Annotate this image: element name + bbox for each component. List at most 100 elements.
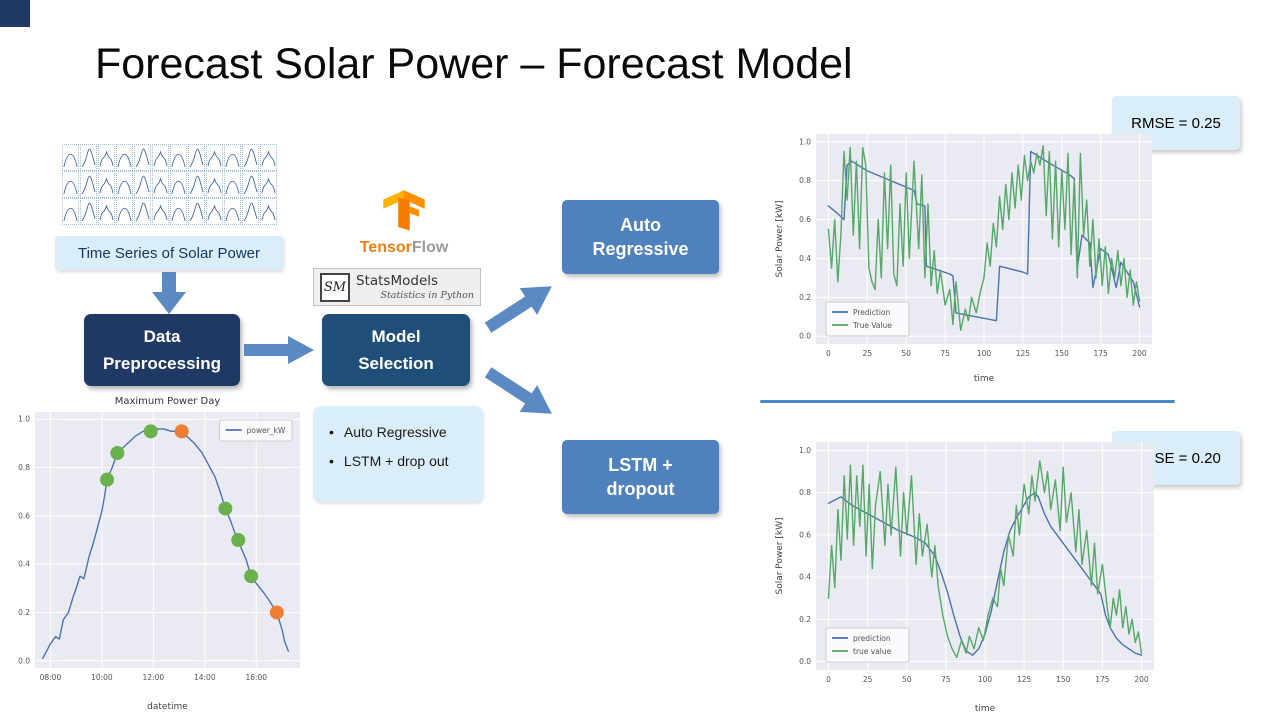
svg-text:0.0: 0.0 xyxy=(799,657,811,666)
svg-text:0.6: 0.6 xyxy=(18,511,30,520)
svg-text:0.8: 0.8 xyxy=(799,488,811,497)
svg-text:0: 0 xyxy=(826,675,831,684)
svg-text:200: 200 xyxy=(1134,675,1149,684)
time-series-thumbnail xyxy=(224,171,241,198)
svg-text:datetime: datetime xyxy=(147,702,188,712)
svg-text:175: 175 xyxy=(1094,349,1109,358)
statsmodels-logo: SM StatsModels Statistics in Python xyxy=(313,268,481,306)
auto-regressive-line2: Regressive xyxy=(592,239,689,259)
statsmodels-name: StatsModels xyxy=(356,273,439,289)
svg-text:0.0: 0.0 xyxy=(799,332,811,341)
svg-text:25: 25 xyxy=(863,675,873,684)
auto-regressive-result-chart: 0 25 50 75 100 125 150 175 200 0.0 0.2 0.4 0.6 0.8 1.0… xyxy=(770,122,1162,391)
time-series-label-box: Time Series of Solar Power xyxy=(55,236,283,270)
auto-regressive-line1: Auto xyxy=(620,214,661,235)
time-series-thumbnail xyxy=(152,171,169,198)
tensorflow-icon xyxy=(383,190,425,231)
time-series-thumbnail xyxy=(80,144,97,171)
lstm-plot: 0 25 50 75 100 125 150 175 200 0.0 0.2 0.4 0.6 0.8 1.0… xyxy=(775,442,1154,714)
time-series-thumbnail xyxy=(62,171,79,198)
time-series-thumbnail xyxy=(152,144,169,171)
svg-text:16:00: 16:00 xyxy=(245,673,267,682)
rmse-auto-regressive-value: RMSE = 0.25 xyxy=(1131,114,1221,132)
lstm-dropout-box: LSTM + dropout xyxy=(562,440,719,514)
data-preprocessing-box: Data Preprocessing xyxy=(84,314,240,386)
time-series-thumbnail xyxy=(242,198,259,225)
time-series-thumbnail xyxy=(170,171,187,198)
svg-text:0.4: 0.4 xyxy=(799,573,811,582)
svg-text:0.8: 0.8 xyxy=(18,463,30,472)
svg-text:08:00: 08:00 xyxy=(40,673,62,682)
time-series-thumbnail xyxy=(116,144,133,171)
time-series-thumbnail xyxy=(224,144,241,171)
note-item: Auto Regressive xyxy=(329,424,483,440)
tensorflow-logo: TensorFlow xyxy=(356,188,452,257)
time-series-thumbnail xyxy=(206,198,223,225)
time-series-thumbnail xyxy=(80,198,97,225)
svg-text:14:00: 14:00 xyxy=(194,673,216,682)
svg-text:1.0: 1.0 xyxy=(18,415,30,424)
svg-text:75: 75 xyxy=(940,349,950,358)
time-series-thumbnail xyxy=(134,198,151,225)
svg-text:50: 50 xyxy=(901,349,911,358)
time-series-thumbnail xyxy=(98,198,115,225)
auto-regressive-plot: 0 25 50 75 100 125 150 175 200 0.0 0.2 0.4 0.6 0.8 1.0… xyxy=(775,134,1152,384)
svg-text:0.2: 0.2 xyxy=(799,293,811,302)
svg-text:25: 25 xyxy=(863,349,873,358)
time-series-thumbnail-grid xyxy=(62,144,277,225)
section-divider xyxy=(760,400,1175,403)
time-series-thumbnail xyxy=(116,198,133,225)
svg-text:175: 175 xyxy=(1095,675,1110,684)
data-preprocessing-line1: Data xyxy=(143,326,181,346)
svg-text:0.8: 0.8 xyxy=(799,176,811,185)
time-series-thumbnail xyxy=(260,198,277,225)
svg-text:50: 50 xyxy=(902,675,912,684)
time-series-thumbnail xyxy=(242,171,259,198)
model-selection-line2: Selection xyxy=(358,354,434,373)
svg-text:100: 100 xyxy=(977,349,992,358)
maximum-power-day-chart: 08:00 10:00 12:00 14:00 16:00 0.0 0.2 0.4 0.6 0.8… xyxy=(5,388,305,719)
time-series-label: Time Series of Solar Power xyxy=(77,244,260,262)
svg-text:150: 150 xyxy=(1055,349,1070,358)
tensorflow-word-tensor: Tensor xyxy=(359,239,412,256)
time-series-thumbnail xyxy=(134,171,151,198)
svg-text:0.2: 0.2 xyxy=(799,615,811,624)
model-notes-box: Auto Regressive LSTM + drop out xyxy=(313,406,483,502)
time-series-thumbnail xyxy=(62,144,79,171)
time-series-thumbnail xyxy=(80,171,97,198)
arrow-down-icon xyxy=(152,272,186,314)
slide-corner-decoration xyxy=(0,0,30,27)
lstm-dropout-line2: dropout xyxy=(606,479,675,499)
statsmodels-monogram: SM xyxy=(320,272,350,302)
svg-text:Maximum Power Day: Maximum Power Day xyxy=(115,396,221,407)
svg-text:0.6: 0.6 xyxy=(799,530,811,539)
time-series-thumbnail xyxy=(116,171,133,198)
time-series-thumbnail xyxy=(188,171,205,198)
time-series-thumbnail xyxy=(170,198,187,225)
svg-text:200: 200 xyxy=(1132,349,1147,358)
time-series-thumbnail xyxy=(62,198,79,225)
svg-text:true value: true value xyxy=(853,647,892,656)
slide-title: Forecast Solar Power – Forecast Model xyxy=(95,40,853,88)
svg-text:12:00: 12:00 xyxy=(143,673,165,682)
svg-text:0.4: 0.4 xyxy=(799,254,811,263)
svg-text:0.2: 0.2 xyxy=(18,608,30,617)
data-preprocessing-line2: Preprocessing xyxy=(102,354,222,373)
time-series-thumbnail xyxy=(188,144,205,171)
time-series-thumbnail xyxy=(242,144,259,171)
arrow-down-right-icon xyxy=(484,367,552,414)
model-selection-line1: Model xyxy=(371,326,421,346)
lstm-result-chart: 0 25 50 75 100 125 150 175 200 0.0 0.2 0.4 0.6 0.8 1.0… xyxy=(770,428,1166,720)
model-selection-box: Model Selection xyxy=(322,314,470,386)
svg-text:0.0: 0.0 xyxy=(18,656,30,665)
time-series-thumbnail xyxy=(152,198,169,225)
svg-text:10:00: 10:00 xyxy=(91,673,113,682)
time-series-thumbnail xyxy=(98,171,115,198)
svg-text:1.0: 1.0 xyxy=(799,446,811,455)
svg-text:125: 125 xyxy=(1016,349,1031,358)
rmse-auto-regressive-badge: RMSE = 0.25 xyxy=(1112,96,1240,150)
svg-text:True Value: True Value xyxy=(852,321,892,330)
time-series-thumbnail xyxy=(206,171,223,198)
tensorflow-wordmark: TensorFlow xyxy=(356,239,452,257)
